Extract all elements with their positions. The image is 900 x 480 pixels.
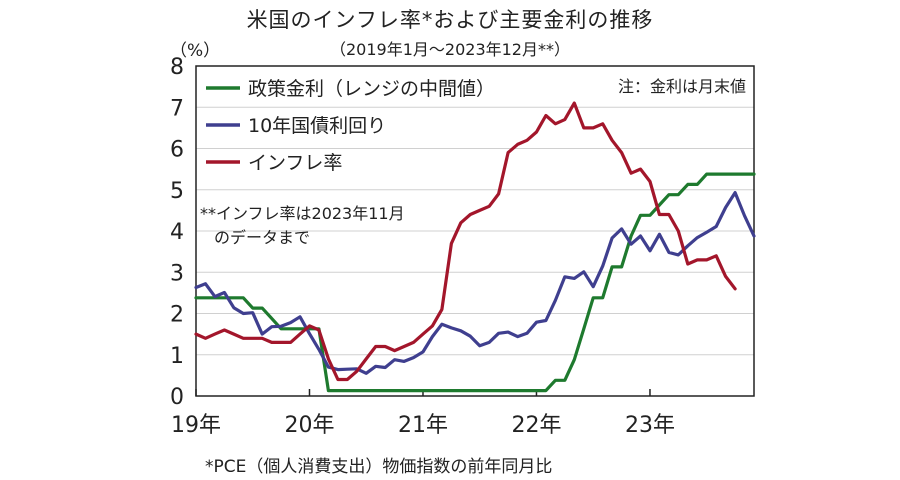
chart-subtitle: （2019年1月～2023年12月**） <box>330 40 570 59</box>
x-tick-label-3: 22年 <box>511 413 561 438</box>
y-tick-label-4: 4 <box>170 220 184 245</box>
annotation-line-1: のデータまで <box>214 228 310 247</box>
y-tick-label-2: 2 <box>170 303 184 328</box>
chart-title: 米国のインフレ率*および主要金利の推移 <box>246 8 654 32</box>
series-line-inflation <box>194 101 737 382</box>
legend-label-inflation: インフレ率 <box>248 152 342 174</box>
y-tick-label-6: 6 <box>170 138 184 163</box>
y-tick-label-1: 1 <box>170 344 184 369</box>
series-lines <box>194 101 756 393</box>
y-tick-label-7: 7 <box>170 96 184 121</box>
series-line-policy <box>194 172 756 393</box>
y-axis-ticks: 0 1 2 3 4 5 6 7 8 <box>170 55 184 410</box>
interest-rate-note: 注：金利は月末値 <box>618 77 746 96</box>
footnote: *PCE（個人消費支出）物価指数の前年同月比 <box>205 457 553 477</box>
legend-label-policy: 政策金利（レンジの中間値） <box>248 78 495 100</box>
y-tick-label-5: 5 <box>170 179 184 204</box>
x-tick-label-0: 19年 <box>171 413 221 438</box>
x-tick-label-4: 23年 <box>625 413 675 438</box>
x-tick-label-2: 21年 <box>398 413 448 438</box>
series-line-bond <box>194 191 756 375</box>
y-axis-unit: （%） <box>170 41 221 61</box>
legend-label-bond: 10年国債利回り <box>248 115 386 137</box>
y-tick-label-0: 0 <box>170 385 184 410</box>
annotation-line-0: **インフレ率は2023年11月 <box>200 204 405 223</box>
y-tick-label-3: 3 <box>170 261 184 286</box>
grid-lines <box>196 106 754 356</box>
x-tick-label-1: 20年 <box>284 413 334 438</box>
x-axis-ticks: 19年 20年 21年 22年 23年 <box>171 389 675 438</box>
y-tick-label-8: 8 <box>170 55 184 80</box>
plot-frame <box>195 65 755 397</box>
